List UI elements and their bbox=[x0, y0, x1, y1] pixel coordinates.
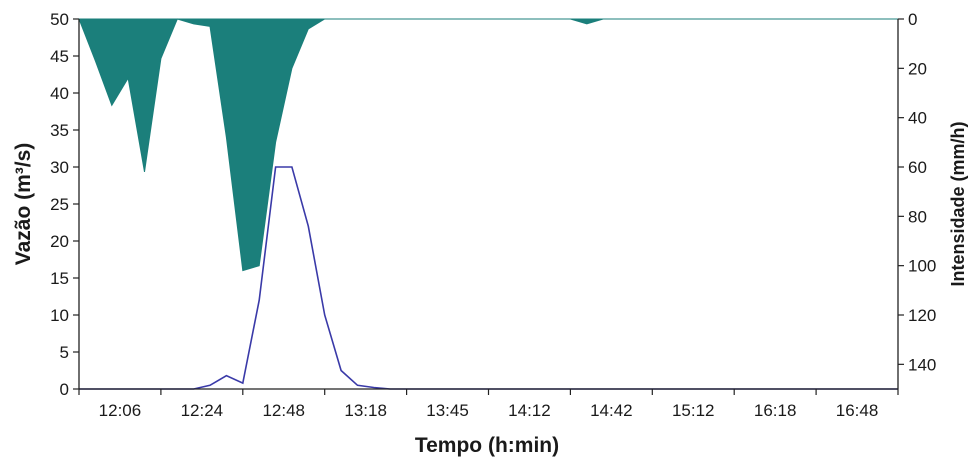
y-axis-title-left: Vazão (m³/s) bbox=[12, 143, 35, 266]
axes-layer bbox=[78, 19, 899, 390]
y-tick-label-right: 40 bbox=[908, 109, 927, 128]
x-tick-label: 12:24 bbox=[181, 401, 224, 420]
y-tick-label-left: 20 bbox=[50, 232, 69, 251]
y-tick-label-left: 40 bbox=[50, 84, 69, 103]
x-tick-label: 16:18 bbox=[754, 401, 797, 420]
y-tick-label-right: 80 bbox=[908, 207, 927, 226]
y-tick-label-left: 25 bbox=[50, 195, 69, 214]
series-area-intensity bbox=[78, 18, 898, 272]
x-tick-label: 12:48 bbox=[262, 401, 305, 420]
x-tick-label: 14:42 bbox=[590, 401, 633, 420]
x-tick-label: 13:45 bbox=[426, 401, 469, 420]
y-tick-label-right: 100 bbox=[908, 257, 936, 276]
y-tick-label-right: 20 bbox=[908, 59, 927, 78]
y-tick-label-left: 5 bbox=[60, 343, 69, 362]
y-tick-label-right: 140 bbox=[908, 355, 936, 374]
y-tick-label-right: 0 bbox=[908, 10, 917, 29]
y-tick-label-left: 0 bbox=[60, 380, 69, 399]
y-tick-label-right: 60 bbox=[908, 158, 927, 177]
area-layer bbox=[78, 18, 898, 272]
x-axis-title: Tempo (h:min) bbox=[415, 434, 559, 457]
x-tick-label: 13:18 bbox=[344, 401, 387, 420]
ticks-layer: 0 5 10 15 20 25 30 35 40 45 50 0 20 40 60 80 100 120 140 12… bbox=[50, 10, 936, 420]
x-tick-label: 14:12 bbox=[508, 401, 551, 420]
y-axis-title-right: Intensidade (mm/h) bbox=[948, 121, 968, 286]
y-tick-label-left: 30 bbox=[50, 158, 69, 177]
y-tick-label-left: 50 bbox=[50, 10, 69, 29]
y-tick-label-left: 45 bbox=[50, 47, 69, 66]
x-tick-label: 12:06 bbox=[99, 401, 142, 420]
y-tick-label-right: 120 bbox=[908, 306, 936, 325]
y-tick-label-left: 10 bbox=[50, 306, 69, 325]
y-tick-label-left: 35 bbox=[50, 121, 69, 140]
series-line-flow bbox=[79, 166, 898, 390]
line-layer bbox=[78, 166, 899, 390]
x-tick-label: 15:12 bbox=[672, 401, 715, 420]
y-tick-label-left: 15 bbox=[50, 269, 69, 288]
x-tick-label: 16:48 bbox=[836, 401, 879, 420]
